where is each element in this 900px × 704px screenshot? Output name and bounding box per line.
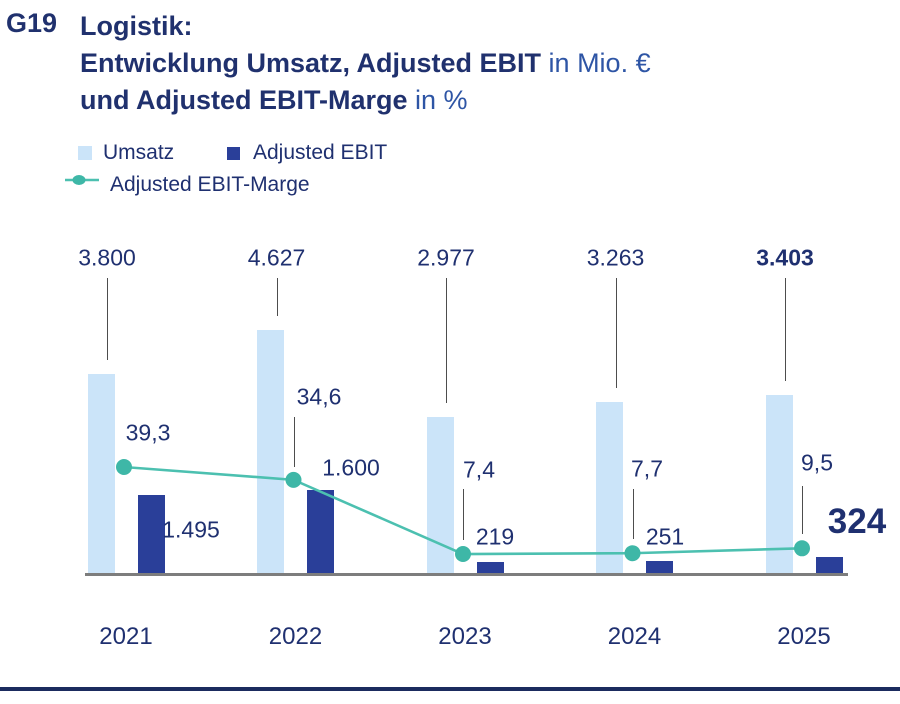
x-tick-2025: 2025 [777, 623, 831, 650]
umsatz-bar-2024 [596, 402, 623, 574]
marge-dot-2023 [455, 546, 471, 563]
x-tick-2022: 2022 [268, 623, 323, 650]
x-tick-2024: 2024 [607, 623, 662, 650]
ebit-value-2021: 1.495 [162, 516, 220, 543]
marge-value-2021: 39,3 [125, 419, 171, 446]
umsatz-bar-2023 [426, 417, 454, 574]
marge-dot-2021 [116, 459, 132, 476]
ebit-value-2023: 219 [475, 523, 515, 550]
ebit-bar-2024 [646, 560, 673, 574]
umsatz-callout-2021 [107, 278, 109, 360]
ebit-value-2025: 324 [827, 502, 887, 541]
marge-callout-2025 [802, 486, 804, 534]
title-line-3: und Adjusted EBIT-Marge in % [80, 85, 468, 115]
marge-value-2022: 34,6 [296, 383, 342, 410]
ebit-value-2022: 1.600 [322, 454, 380, 481]
unit-mio-eur: in Mio. € [541, 48, 651, 78]
umsatz-value-2022: 4.627 [247, 244, 306, 271]
marge-dot-2024 [624, 545, 641, 562]
marge-dot-2022 [285, 471, 302, 488]
ebit-bar-2025 [815, 556, 843, 574]
marge-callout-2022 [293, 417, 295, 467]
ebit-value-2024: 251 [645, 523, 685, 550]
legend-label-adjusted-ebit: Adjusted EBIT [253, 141, 388, 164]
umsatz-value-2024: 3.263 [586, 244, 645, 271]
unit-percent: in % [407, 85, 468, 115]
ebit-bar-2023 [476, 562, 504, 574]
marge-line-dot-icon [64, 175, 100, 192]
bottom-divider [0, 687, 900, 691]
marge-value-2024: 7,7 [631, 455, 663, 482]
title-line-1: Logistik: [80, 11, 193, 41]
ebit-bar-2021 [137, 495, 165, 574]
umsatz-callout-2025 [785, 278, 787, 381]
marge-callout-2023 [463, 489, 465, 540]
legend-item-ebit-marge: Adjusted EBIT-Marge [64, 173, 310, 197]
marge-callout-2024 [632, 489, 634, 539]
legend-label-umsatz: Umsatz [103, 141, 175, 164]
figure-number: G19 [6, 8, 58, 38]
ebit-swatch-icon [227, 146, 240, 160]
x-axis-line [85, 573, 848, 576]
umsatz-swatch-icon [78, 146, 92, 160]
marge-value-2023: 7,4 [463, 456, 495, 483]
legend-item-umsatz: Umsatz [78, 141, 174, 165]
umsatz-callout-2024 [615, 278, 617, 389]
umsatz-callout-2023 [446, 278, 448, 404]
legend-item-adjusted-ebit: Adjusted EBIT [227, 141, 387, 165]
legend-label-ebit-marge: Adjusted EBIT-Marge [110, 173, 310, 196]
x-tick-2021: 2021 [99, 623, 153, 650]
title-line-2: Entwicklung Umsatz, Adjusted EBIT in Mio… [80, 48, 651, 78]
umsatz-value-2023: 2.977 [417, 244, 475, 271]
umsatz-value-2021: 3.800 [78, 244, 136, 271]
umsatz-bar-2021 [87, 374, 115, 574]
umsatz-value-2025: 3.403 [756, 244, 814, 271]
umsatz-bar-2025 [765, 394, 793, 574]
marge-value-2025: 9,5 [801, 449, 833, 476]
chart-title: Logistik: Entwicklung Umsatz, Adjusted E… [80, 8, 651, 119]
marge-dot-2025 [794, 540, 810, 557]
umsatz-bar-2022 [257, 330, 284, 574]
ebit-bar-2022 [307, 489, 334, 574]
umsatz-callout-2022 [276, 278, 278, 317]
x-tick-2023: 2023 [438, 623, 492, 650]
